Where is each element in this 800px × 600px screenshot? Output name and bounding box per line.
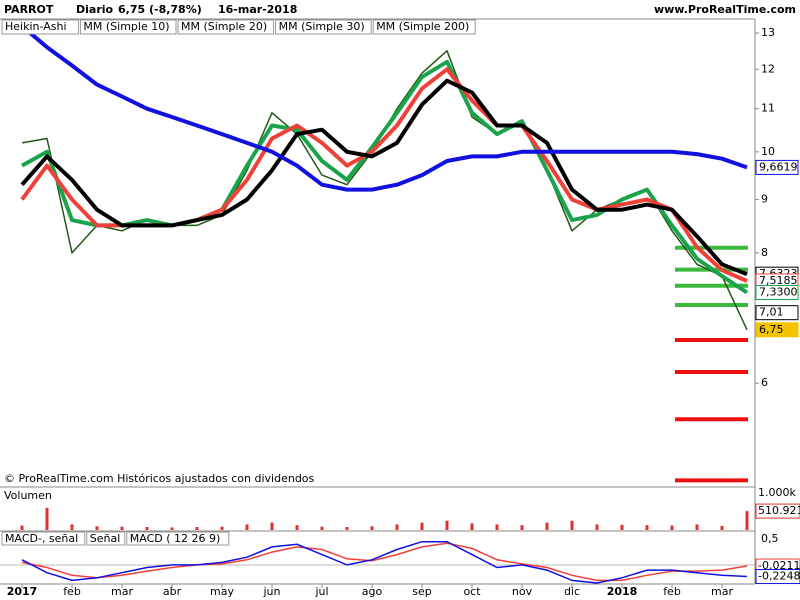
price-label: 6,75 [759, 323, 784, 336]
moving-average [20, 78, 748, 277]
volume-bar [620, 524, 624, 530]
price-label: -0,2248 [758, 570, 800, 583]
moving-average [21, 59, 749, 295]
price-label: 510.921 [758, 504, 800, 517]
volume-bar [695, 524, 699, 530]
price-label: 7,3300 [759, 285, 798, 298]
date: 16-mar-2018 [218, 3, 297, 16]
y-tick-label: 11 [761, 102, 775, 115]
legend-box [79, 19, 177, 35]
volume-bar [45, 507, 49, 530]
price-label: -0,0211 [758, 559, 800, 572]
y-tick-label: 12 [761, 62, 775, 75]
ticker: PARROT [4, 3, 54, 16]
x-tick-label: 2018 [607, 585, 638, 598]
volume-bar [295, 525, 299, 530]
volume-bar [170, 527, 174, 530]
y-tick-label: 0,5 [761, 532, 779, 545]
legend-entry: MM (Simple 10) [83, 20, 169, 33]
volume-bar [145, 527, 149, 530]
legend-entry: MACD ( 12 26 9) [130, 532, 221, 545]
y-tick-label: 1.000k [758, 486, 796, 499]
x-tick-label: feb [663, 585, 681, 598]
volume-bar [195, 527, 199, 530]
volume-bar [420, 522, 424, 530]
volume-bar [120, 526, 124, 530]
legend-entry: MM (Simple 30) [279, 20, 365, 33]
legend-box [177, 19, 275, 35]
volume-bar [95, 526, 99, 530]
y-tick-label: 10 [761, 145, 775, 158]
legend-entry: Señal [90, 532, 121, 545]
volume-bar [670, 525, 674, 530]
legend-entry: MM (Simple 20) [181, 20, 267, 33]
x-tick-label: oct [463, 585, 481, 598]
panel-label: Volumen [4, 489, 52, 502]
x-tick-label: abr [163, 585, 182, 598]
y-tick-label: 13 [761, 26, 775, 39]
x-tick-label: may [210, 585, 234, 598]
legend-entry: MACD-, señal [5, 532, 78, 545]
volume-bar [520, 525, 524, 530]
volume-bar [595, 524, 599, 530]
volume-bar [270, 522, 274, 530]
x-tick-label: feb [63, 585, 81, 598]
price-label-box [755, 305, 799, 321]
y-tick-label: 8 [761, 246, 768, 259]
price-label: 7,01 [759, 306, 784, 319]
price-label-box [755, 159, 799, 175]
volume-bar [245, 524, 249, 530]
price-label-box [755, 569, 800, 585]
macd-line [21, 540, 748, 584]
x-tick-label: dic [564, 585, 580, 598]
x-tick-label: jun [263, 585, 281, 598]
moving-average [20, 24, 748, 192]
volume-bar [70, 524, 74, 530]
legend-box [275, 19, 372, 35]
volume-bar [545, 522, 549, 530]
price-label-box [755, 322, 799, 338]
price-label-box [755, 284, 799, 300]
legend-box [1, 531, 86, 546]
volume-bar [445, 520, 449, 530]
price-label: 9,6619 [759, 160, 798, 173]
source: www.ProRealTime.com [654, 3, 796, 16]
legend-entry: Heikin-Ashi [5, 20, 67, 33]
x-tick-label: nov [512, 585, 533, 598]
volume-bar [370, 526, 374, 530]
signal-line [21, 542, 748, 582]
volume-bar [395, 524, 399, 530]
x-tick-label: mar [111, 585, 133, 598]
x-tick-label: jul [314, 585, 328, 598]
legend-box [126, 531, 230, 546]
x-tick-label: sep [412, 585, 431, 598]
volume-bar [345, 527, 349, 530]
volume-bar [495, 524, 499, 530]
y-tick-label: 9 [761, 193, 768, 206]
volume-bar [220, 526, 224, 530]
footnote: © ProRealTime.com Históricos ajustados c… [4, 472, 315, 485]
volume-bar [470, 523, 474, 530]
volume-bar [720, 525, 724, 530]
legend-box [86, 531, 126, 546]
quote: 6,75 (-8,78%) [118, 3, 202, 16]
price-label: 7,5185 [759, 274, 798, 287]
volume-bar [570, 520, 574, 530]
volume-bar [320, 526, 324, 530]
x-tick-label: mar [711, 585, 733, 598]
volume-bar [745, 511, 749, 530]
x-tick-label: ago [362, 585, 383, 598]
period: Diario [76, 3, 114, 16]
legend-box [1, 19, 79, 35]
legend-box [372, 19, 476, 35]
volume-bar [20, 525, 24, 530]
y-tick-label: 6 [761, 376, 768, 389]
legend-entry: MM (Simple 200) [376, 20, 469, 33]
price-label-box [755, 503, 800, 519]
x-tick-label: 2017 [7, 585, 38, 598]
volume-bar [645, 525, 649, 530]
